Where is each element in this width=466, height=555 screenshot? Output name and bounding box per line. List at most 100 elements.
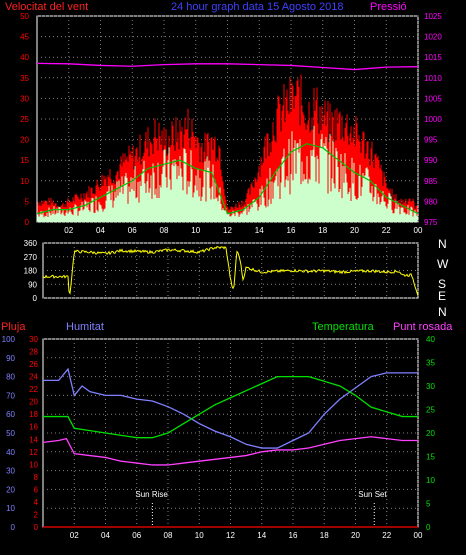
y-left-tick-label: 10 xyxy=(20,177,29,186)
x-tick-label: 10 xyxy=(191,226,200,235)
x-tick-label: 06 xyxy=(132,531,141,540)
y-outer-tick-label: 30 xyxy=(6,467,15,476)
y-right-tick-label: 1005 xyxy=(424,94,442,103)
y-left-tick-label: 35 xyxy=(20,74,29,83)
x-tick-label: 00 xyxy=(414,226,423,235)
y-right-tick-label: 20 xyxy=(426,429,435,438)
y-outer-tick-label: 90 xyxy=(6,354,15,363)
x-tick-label: 12 xyxy=(226,531,235,540)
y-left-tick-label: 0 xyxy=(33,294,38,303)
y-right-tick-label: 1010 xyxy=(424,74,442,83)
x-tick-label: 02 xyxy=(70,531,79,540)
y-right-tick-label: 1020 xyxy=(424,33,442,42)
x-tick-label: 08 xyxy=(160,226,169,235)
y-inner-tick-label: 12 xyxy=(29,448,38,457)
x-tick-label: 02 xyxy=(64,226,73,235)
y-outer-tick-label: 10 xyxy=(6,504,15,513)
x-tick-label: 16 xyxy=(289,531,298,540)
direction-letter-s: S xyxy=(438,277,446,291)
y-right-tick-label: 25 xyxy=(426,406,435,415)
wind-pressure-panel: 02 04 06 08 10 12 14 16 18 20 22 000510152025303540… xyxy=(20,12,442,235)
direction-letter-n-top: N xyxy=(438,237,447,251)
y-right-tick-label: 35 xyxy=(426,359,435,368)
y-inner-tick-label: 6 xyxy=(34,485,39,494)
y-left-tick-label: 90 xyxy=(28,280,37,289)
pressure-line xyxy=(36,62,419,71)
y-right-tick-label: 0 xyxy=(426,523,431,532)
x-tick-label: 14 xyxy=(257,531,266,540)
y-right-tick-label: 995 xyxy=(424,136,438,145)
wind-speed-title: Velocitat del vent xyxy=(5,1,88,13)
y-left-tick-label: 20 xyxy=(20,136,29,145)
x-tick-label: 22 xyxy=(382,531,391,540)
y-left-tick-label: 15 xyxy=(20,156,29,165)
y-left-tick-label: 30 xyxy=(20,94,29,103)
y-right-tick-label: 10 xyxy=(426,476,435,485)
x-tick-label: 18 xyxy=(318,226,327,235)
sunrise-label: Sun Rise xyxy=(135,490,168,499)
y-left-tick-label: 25 xyxy=(20,115,29,124)
y-inner-tick-label: 18 xyxy=(29,410,38,419)
y-outer-tick-label: 0 xyxy=(11,523,16,532)
direction-letter-e: E xyxy=(438,289,446,303)
y-right-tick-label: 5 xyxy=(426,500,431,509)
y-left-tick-label: 360 xyxy=(24,239,38,248)
rain-title: Pluja xyxy=(1,321,26,333)
x-tick-label: 20 xyxy=(351,531,360,540)
y-outer-tick-label: 100 xyxy=(2,335,16,344)
temperature-line xyxy=(43,375,418,439)
y-outer-tick-label: 80 xyxy=(6,373,15,382)
x-tick-label: 14 xyxy=(255,226,264,235)
y-right-tick-label: 40 xyxy=(426,335,435,344)
y-outer-tick-label: 50 xyxy=(6,429,15,438)
y-inner-tick-label: 20 xyxy=(29,398,38,407)
y-left-tick-label: 50 xyxy=(20,12,29,21)
y-left-tick-label: 45 xyxy=(20,33,29,42)
x-tick-label: 08 xyxy=(164,531,173,540)
x-tick-label: 00 xyxy=(414,531,423,540)
y-left-tick-label: 0 xyxy=(25,218,30,227)
x-tick-label: 18 xyxy=(320,531,329,540)
humidity-title: Humitat xyxy=(66,321,104,333)
y-right-tick-label: 980 xyxy=(424,197,438,206)
y-inner-tick-label: 14 xyxy=(29,435,38,444)
x-tick-label: 06 xyxy=(128,226,137,235)
wind-direction-line xyxy=(42,245,419,296)
y-right-tick-label: 985 xyxy=(424,177,438,186)
x-tick-label: 04 xyxy=(96,226,105,235)
y-inner-tick-label: 22 xyxy=(29,385,38,394)
x-tick-label: 22 xyxy=(382,226,391,235)
y-right-tick-label: 990 xyxy=(424,156,438,165)
x-tick-label: 10 xyxy=(195,531,204,540)
x-tick-label: 04 xyxy=(101,531,110,540)
y-right-tick-label: 15 xyxy=(426,453,435,462)
y-inner-tick-label: 26 xyxy=(29,360,38,369)
y-inner-tick-label: 0 xyxy=(34,523,39,532)
y-left-tick-label: 40 xyxy=(20,53,29,62)
wind-average-line xyxy=(36,143,419,215)
y-right-tick-label: 1015 xyxy=(424,53,442,62)
dewpoint-title: Punt rosada xyxy=(393,321,453,333)
sunset-label: Sun Set xyxy=(358,490,387,499)
direction-letters: N W S E N xyxy=(437,237,449,319)
y-inner-tick-label: 4 xyxy=(34,498,39,507)
wind-direction-panel: 0 90 180 270 360 xyxy=(24,239,419,303)
direction-letter-w: W xyxy=(437,257,449,271)
y-inner-tick-label: 30 xyxy=(29,335,38,344)
x-tick-label: 20 xyxy=(350,226,359,235)
y-outer-tick-label: 60 xyxy=(6,410,15,419)
y-inner-tick-label: 24 xyxy=(29,373,38,382)
y-left-tick-label: 5 xyxy=(25,197,30,206)
pressure-title: Pressió xyxy=(370,1,407,13)
y-inner-tick-label: 8 xyxy=(34,473,39,482)
y-right-tick-label: 1025 xyxy=(424,12,442,21)
y-outer-tick-label: 70 xyxy=(6,391,15,400)
dewpoint-line xyxy=(42,436,418,466)
y-outer-tick-label: 20 xyxy=(6,485,15,494)
y-right-tick-label: 30 xyxy=(426,382,435,391)
y-inner-tick-label: 16 xyxy=(29,423,38,432)
y-inner-tick-label: 2 xyxy=(34,510,39,519)
y-left-tick-label: 180 xyxy=(24,267,38,276)
